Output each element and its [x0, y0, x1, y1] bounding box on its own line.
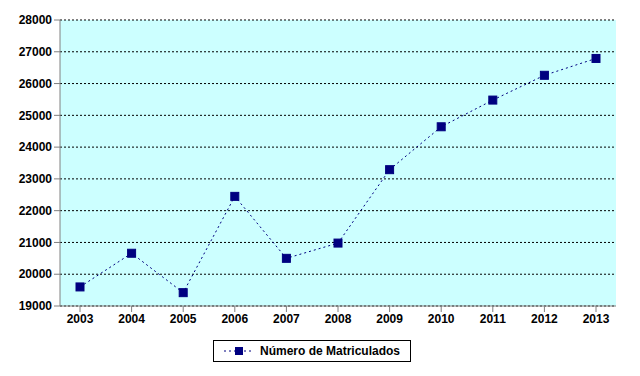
svg-text:21000: 21000: [19, 236, 53, 250]
svg-text:2013: 2013: [583, 312, 610, 326]
svg-text:23000: 23000: [19, 172, 53, 186]
svg-text:22000: 22000: [19, 204, 53, 218]
svg-text:2008: 2008: [325, 312, 352, 326]
svg-text:25000: 25000: [19, 109, 53, 123]
svg-text:2006: 2006: [221, 312, 248, 326]
svg-text:2005: 2005: [170, 312, 197, 326]
html-text:Número de Matriculados: Número de Matriculados: [260, 344, 400, 358]
svg-text:2010: 2010: [428, 312, 455, 326]
svg-text:2009: 2009: [376, 312, 403, 326]
svg-text:28000: 28000: [19, 13, 53, 27]
svg-text:2007: 2007: [273, 312, 300, 326]
svg-text:2004: 2004: [118, 312, 145, 326]
svg-text:27000: 27000: [19, 45, 53, 59]
svg-text:2003: 2003: [67, 312, 94, 326]
svg-text:2012: 2012: [531, 312, 558, 326]
svg-text:24000: 24000: [19, 140, 53, 154]
svg-text:2011: 2011: [480, 312, 506, 326]
svg-text:19000: 19000: [19, 299, 53, 313]
svg-text:26000: 26000: [19, 77, 53, 91]
svg-text:20000: 20000: [19, 267, 53, 281]
